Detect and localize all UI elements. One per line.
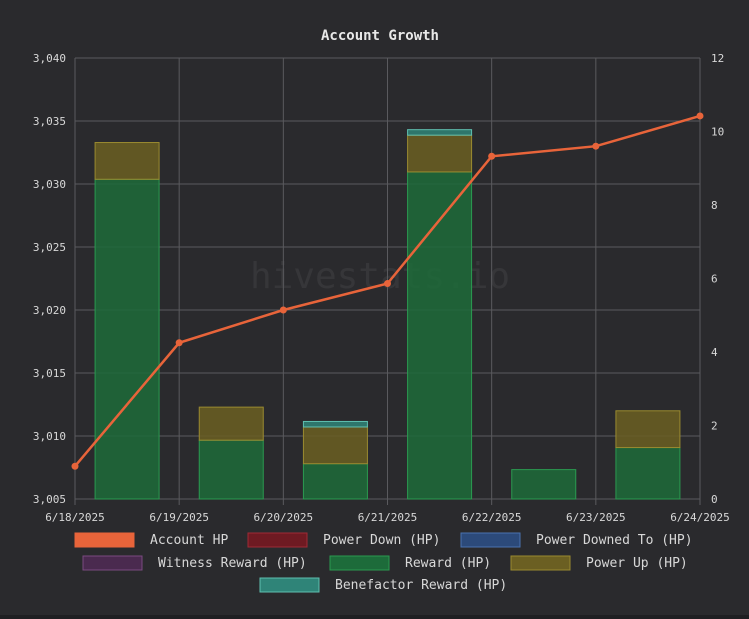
bar-segment xyxy=(302,426,368,465)
y-right-tick-label: 8 xyxy=(711,199,718,212)
bar-segment xyxy=(198,406,264,441)
legend-label: Reward (HP) xyxy=(405,556,491,571)
y-left-tick-label: 3,035 xyxy=(33,115,66,128)
x-tick-label: 6/21/2025 xyxy=(358,511,418,524)
x-tick-label: 6/22/2025 xyxy=(462,511,522,524)
account-hp-point xyxy=(696,112,704,120)
legend-swatch xyxy=(247,532,308,548)
y-left-tick-label: 3,010 xyxy=(33,430,66,443)
legend-swatch xyxy=(74,532,135,548)
bar-segment xyxy=(407,171,473,500)
legend-label: Benefactor Reward (HP) xyxy=(335,578,507,593)
y-right-tick-label: 6 xyxy=(711,273,718,286)
line-layer xyxy=(71,112,704,470)
account-hp-point xyxy=(175,339,183,347)
bar-segment xyxy=(511,469,577,500)
bar-segment xyxy=(615,410,681,449)
account-hp-point xyxy=(279,306,287,314)
x-tick-label: 6/24/2025 xyxy=(670,511,730,524)
legend-label: Power Down (HP) xyxy=(323,533,440,548)
y-left-tick-label: 3,005 xyxy=(33,493,66,506)
y-left-tick-label: 3,030 xyxy=(33,178,66,191)
legend-swatch xyxy=(329,555,390,571)
legend-label: Account HP xyxy=(150,533,228,548)
chart-title: Account Growth xyxy=(321,28,439,44)
y-right-tick-label: 0 xyxy=(711,493,718,506)
legend: Account HP Power Down (HP) Power Downed To… xyxy=(74,532,693,593)
y-right-tick-label: 4 xyxy=(711,346,718,359)
bar-segment xyxy=(302,463,368,500)
x-tick-label: 6/20/2025 xyxy=(254,511,314,524)
account-hp-point xyxy=(488,152,496,160)
y-left-tick-label: 3,020 xyxy=(33,304,66,317)
y-right-tick-label: 12 xyxy=(711,52,724,65)
bar-segment xyxy=(407,134,473,173)
account-hp-point xyxy=(384,280,391,288)
bar-segment xyxy=(302,420,368,428)
bar-segment xyxy=(94,142,160,180)
x-tick-label: 6/23/2025 xyxy=(566,511,626,524)
legend-swatch xyxy=(460,532,521,548)
y-right-tick-label: 2 xyxy=(711,420,718,433)
legend-label: Witness Reward (HP) xyxy=(158,556,307,571)
legend-swatch xyxy=(510,555,571,571)
account-hp-point xyxy=(71,462,79,470)
bar-segment xyxy=(198,439,264,500)
bar-segment xyxy=(407,129,473,136)
legend-label: Power Up (HP) xyxy=(586,556,688,571)
y-left-tick-label: 3,025 xyxy=(33,241,66,254)
legend-swatch xyxy=(259,577,320,593)
bar-segment xyxy=(94,178,160,500)
grid-lines xyxy=(74,57,701,505)
y-left-tick-label: 3,015 xyxy=(33,367,66,380)
x-tick-label: 6/18/2025 xyxy=(45,511,105,524)
account-hp-point xyxy=(592,142,600,150)
y-left-tick-label: 3,040 xyxy=(33,52,66,65)
legend-label: Power Downed To (HP) xyxy=(536,533,693,548)
bar-layer xyxy=(94,129,681,500)
axes-layer: 3,005 3,010 3,015 3,020 3,025 3,030 3,035 3,040… xyxy=(33,52,730,524)
legend-swatch xyxy=(82,555,143,571)
y-right-tick-label: 10 xyxy=(711,126,724,139)
bar-segment xyxy=(615,447,681,500)
x-tick-label: 6/19/2025 xyxy=(149,511,209,524)
